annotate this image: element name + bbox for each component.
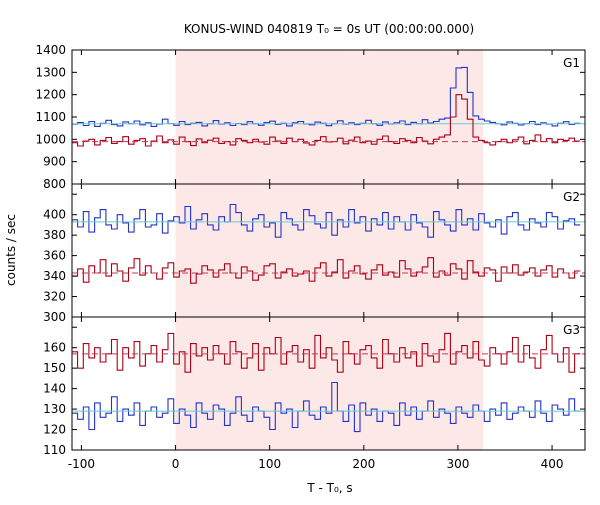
y-tick-label: 160	[43, 341, 66, 355]
x-tick-label: 0	[172, 457, 180, 471]
y-tick-label: 150	[43, 361, 66, 375]
series-line-g2-1	[72, 203, 581, 238]
y-tick-label: 1400	[35, 43, 66, 57]
y-tick-label: 1300	[35, 65, 66, 79]
series-line-g1-2	[72, 94, 581, 147]
shaded-interval	[175, 50, 484, 450]
y-tick-label: 800	[43, 177, 66, 191]
x-tick-label: 200	[352, 457, 375, 471]
y-tick-label: 900	[43, 155, 66, 169]
series-line-g1-1	[72, 66, 581, 127]
series-line-g2-2	[72, 257, 581, 284]
y-tick-label: 300	[43, 310, 66, 324]
x-tick-label: 300	[446, 457, 469, 471]
y-tick-label: 360	[43, 249, 66, 263]
panel-label: G2	[563, 190, 580, 204]
y-tick-label: 140	[43, 382, 66, 396]
y-tick-label: 340	[43, 269, 66, 283]
x-tick-label: -100	[68, 457, 95, 471]
panel-frame-g3	[71, 316, 586, 451]
panel-label: G3	[563, 323, 580, 337]
chart-title: KONUS-WIND 040819 T₀ = 0s UT (00:00:00.0…	[184, 22, 474, 36]
plot-area: 80090010001100120013001400G1300320340360…	[35, 43, 586, 471]
y-tick-label: 1000	[35, 132, 66, 146]
y-tick-label: 130	[43, 402, 66, 416]
y-tick-label: 380	[43, 228, 66, 242]
y-tick-label: 110	[43, 443, 66, 457]
x-tick-label: 400	[541, 457, 564, 471]
y-tick-label: 400	[43, 208, 66, 222]
y-axis-label: counts / sec	[4, 214, 18, 286]
y-tick-label: 1200	[35, 88, 66, 102]
panel-label: G1	[563, 56, 580, 70]
series-line-g3-2	[72, 381, 581, 433]
x-axis-label: T - T₀, s	[306, 481, 352, 495]
y-tick-label: 320	[43, 290, 66, 304]
y-tick-label: 120	[43, 423, 66, 437]
x-tick-label: 100	[258, 457, 281, 471]
y-tick-label: 1100	[35, 110, 66, 124]
series-line-g3-1	[72, 332, 581, 373]
